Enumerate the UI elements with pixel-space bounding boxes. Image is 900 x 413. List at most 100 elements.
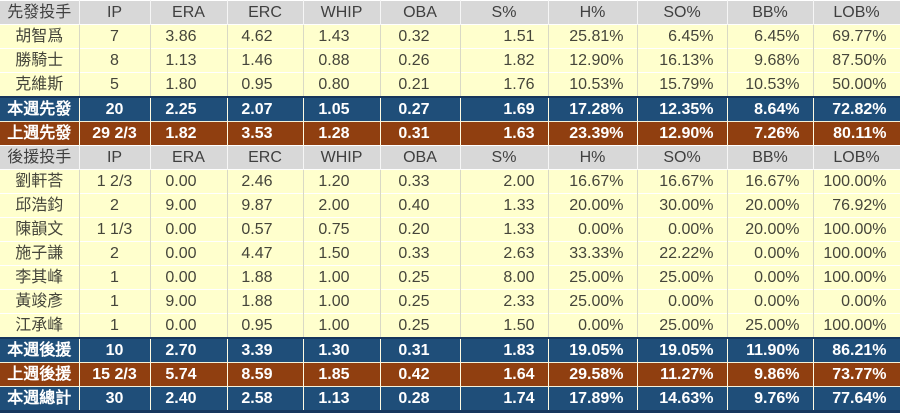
stat-value-cell: 1.74: [460, 386, 549, 413]
stat-value-cell: 50.00%: [813, 72, 900, 97]
stat-value-cell: 0.33: [380, 241, 461, 266]
stat-value-cell: 8: [79, 48, 151, 73]
stat-value-cell: 73.77%: [813, 362, 900, 387]
stat-value-cell: 30: [79, 386, 151, 413]
stat-value-cell: 4.62: [227, 24, 304, 49]
column-header-cell: WHIP: [303, 0, 381, 25]
stat-value-cell: 1.13: [150, 48, 228, 73]
stat-value-cell: 100.00%: [813, 241, 900, 266]
stat-value-cell: 0.31: [380, 337, 461, 363]
stat-value-cell: 0.00%: [637, 289, 728, 314]
stat-value-cell: 1.64: [460, 362, 549, 387]
column-header-cell: BB%: [727, 145, 814, 170]
summary-row: 本週後援 10 2.70 3.39 1.30 0.31 1.83 19.05% 19.05% 11…: [0, 337, 900, 363]
stat-value-cell: 1.00: [303, 289, 381, 314]
stat-value-cell: 20: [79, 96, 151, 122]
stat-value-cell: 9.00: [150, 289, 228, 314]
stat-value-cell: 11.27%: [637, 362, 728, 387]
stat-value-cell: 1.76: [460, 72, 549, 97]
stat-value-cell: 7: [79, 24, 151, 49]
stat-value-cell: 2.00: [460, 169, 549, 194]
stat-value-cell: 7.26%: [727, 121, 814, 146]
stat-value-cell: 4.47: [227, 241, 304, 266]
stat-value-cell: 0.00%: [727, 289, 814, 314]
stat-value-cell: 1.85: [303, 362, 381, 387]
stat-value-cell: 15 2/3: [79, 362, 151, 387]
stat-value-cell: 86.21%: [813, 337, 900, 363]
stat-value-cell: 29.58%: [548, 362, 638, 387]
stat-value-cell: 8.59: [227, 362, 304, 387]
stat-value-cell: 2.46: [227, 169, 304, 194]
column-header-cell: OBA: [380, 0, 461, 25]
stat-value-cell: 1.00: [303, 313, 381, 338]
section-header-row: 後援投手 IP ERA ERC WHIP OBA S% H% SO% BB% LOB%: [0, 145, 900, 170]
stat-value-cell: 0.26: [380, 48, 461, 73]
section-title-cell: 後援投手: [0, 145, 80, 170]
stat-value-cell: 1.88: [227, 265, 304, 290]
stat-value-cell: 6.45%: [637, 24, 728, 49]
stat-value-cell: 0.21: [380, 72, 461, 97]
stat-value-cell: 100.00%: [813, 265, 900, 290]
stat-value-cell: 1: [79, 313, 151, 338]
stat-value-cell: 8.00: [460, 265, 549, 290]
stat-value-cell: 1.05: [303, 96, 381, 122]
column-header-cell: ERA: [150, 0, 228, 25]
stat-value-cell: 5: [79, 72, 151, 97]
stat-value-cell: 1.20: [303, 169, 381, 194]
stat-value-cell: 2.70: [150, 337, 228, 363]
stat-value-cell: 2: [79, 241, 151, 266]
stat-value-cell: 12.35%: [637, 96, 728, 122]
stat-value-cell: 10.53%: [727, 72, 814, 97]
stats-row: 劉軒荅 1 2/3 0.00 2.46 1.20 0.33 2.00 16.67% 16.67%…: [0, 169, 900, 194]
stat-value-cell: 0.00%: [813, 289, 900, 314]
pitcher-name-cell: 胡智爲: [0, 24, 80, 49]
column-header-cell: IP: [79, 0, 151, 25]
column-header-cell: WHIP: [303, 145, 381, 170]
stat-value-cell: 0.00: [150, 265, 228, 290]
stat-value-cell: 0.00%: [727, 241, 814, 266]
stat-value-cell: 0.95: [227, 313, 304, 338]
stat-value-cell: 3.53: [227, 121, 304, 146]
stats-row: 施子謙 2 0.00 4.47 1.50 0.33 2.63 33.33% 22.22% 0.00…: [0, 241, 900, 266]
stat-value-cell: 0.25: [380, 289, 461, 314]
stat-value-cell: 3.39: [227, 337, 304, 363]
stat-value-cell: 17.28%: [548, 96, 638, 122]
column-header-cell: H%: [548, 0, 638, 25]
stat-value-cell: 16.67%: [637, 169, 728, 194]
stat-value-cell: 0.28: [380, 386, 461, 413]
stat-value-cell: 0.00%: [548, 313, 638, 338]
stats-row: 李其峰 1 0.00 1.88 1.00 0.25 8.00 25.00% 25.00% 0.00…: [0, 265, 900, 290]
pitcher-name-cell: 克維斯: [0, 72, 80, 97]
stat-value-cell: 25.81%: [548, 24, 638, 49]
stat-value-cell: 0.00: [150, 169, 228, 194]
stat-value-cell: 0.32: [380, 24, 461, 49]
stat-value-cell: 29 2/3: [79, 121, 151, 146]
pitcher-name-cell: 陳韻文: [0, 217, 80, 242]
stat-value-cell: 2.00: [303, 193, 381, 218]
stat-value-cell: 25.00%: [637, 265, 728, 290]
stat-value-cell: 1.51: [460, 24, 549, 49]
stat-value-cell: 2.58: [227, 386, 304, 413]
stats-row: 邱浩鈞 2 9.00 9.87 2.00 0.40 1.33 20.00% 30.00% 20.0…: [0, 193, 900, 218]
stat-value-cell: 25.00%: [548, 289, 638, 314]
stat-value-cell: 1.28: [303, 121, 381, 146]
stat-value-cell: 2.63: [460, 241, 549, 266]
section-header-row: 先發投手 IP ERA ERC WHIP OBA S% H% SO% BB% LOB%: [0, 0, 900, 25]
column-header-cell: IP: [79, 145, 151, 170]
stat-value-cell: 0.75: [303, 217, 381, 242]
stat-value-cell: 12.90%: [548, 48, 638, 73]
summary-label-cell: 上週後援: [0, 362, 80, 387]
stat-value-cell: 0.00%: [637, 217, 728, 242]
stat-value-cell: 0.00: [150, 241, 228, 266]
stat-value-cell: 9.68%: [727, 48, 814, 73]
stats-row: 黃竣彥 1 9.00 1.88 1.00 0.25 2.33 25.00% 0.00% 0.00%…: [0, 289, 900, 314]
stat-value-cell: 1.50: [303, 241, 381, 266]
column-header-cell: S%: [460, 145, 549, 170]
pitcher-name-cell: 施子謙: [0, 241, 80, 266]
pitcher-name-cell: 黃竣彥: [0, 289, 80, 314]
stat-value-cell: 25.00%: [548, 265, 638, 290]
stat-value-cell: 76.92%: [813, 193, 900, 218]
stat-value-cell: 1.46: [227, 48, 304, 73]
